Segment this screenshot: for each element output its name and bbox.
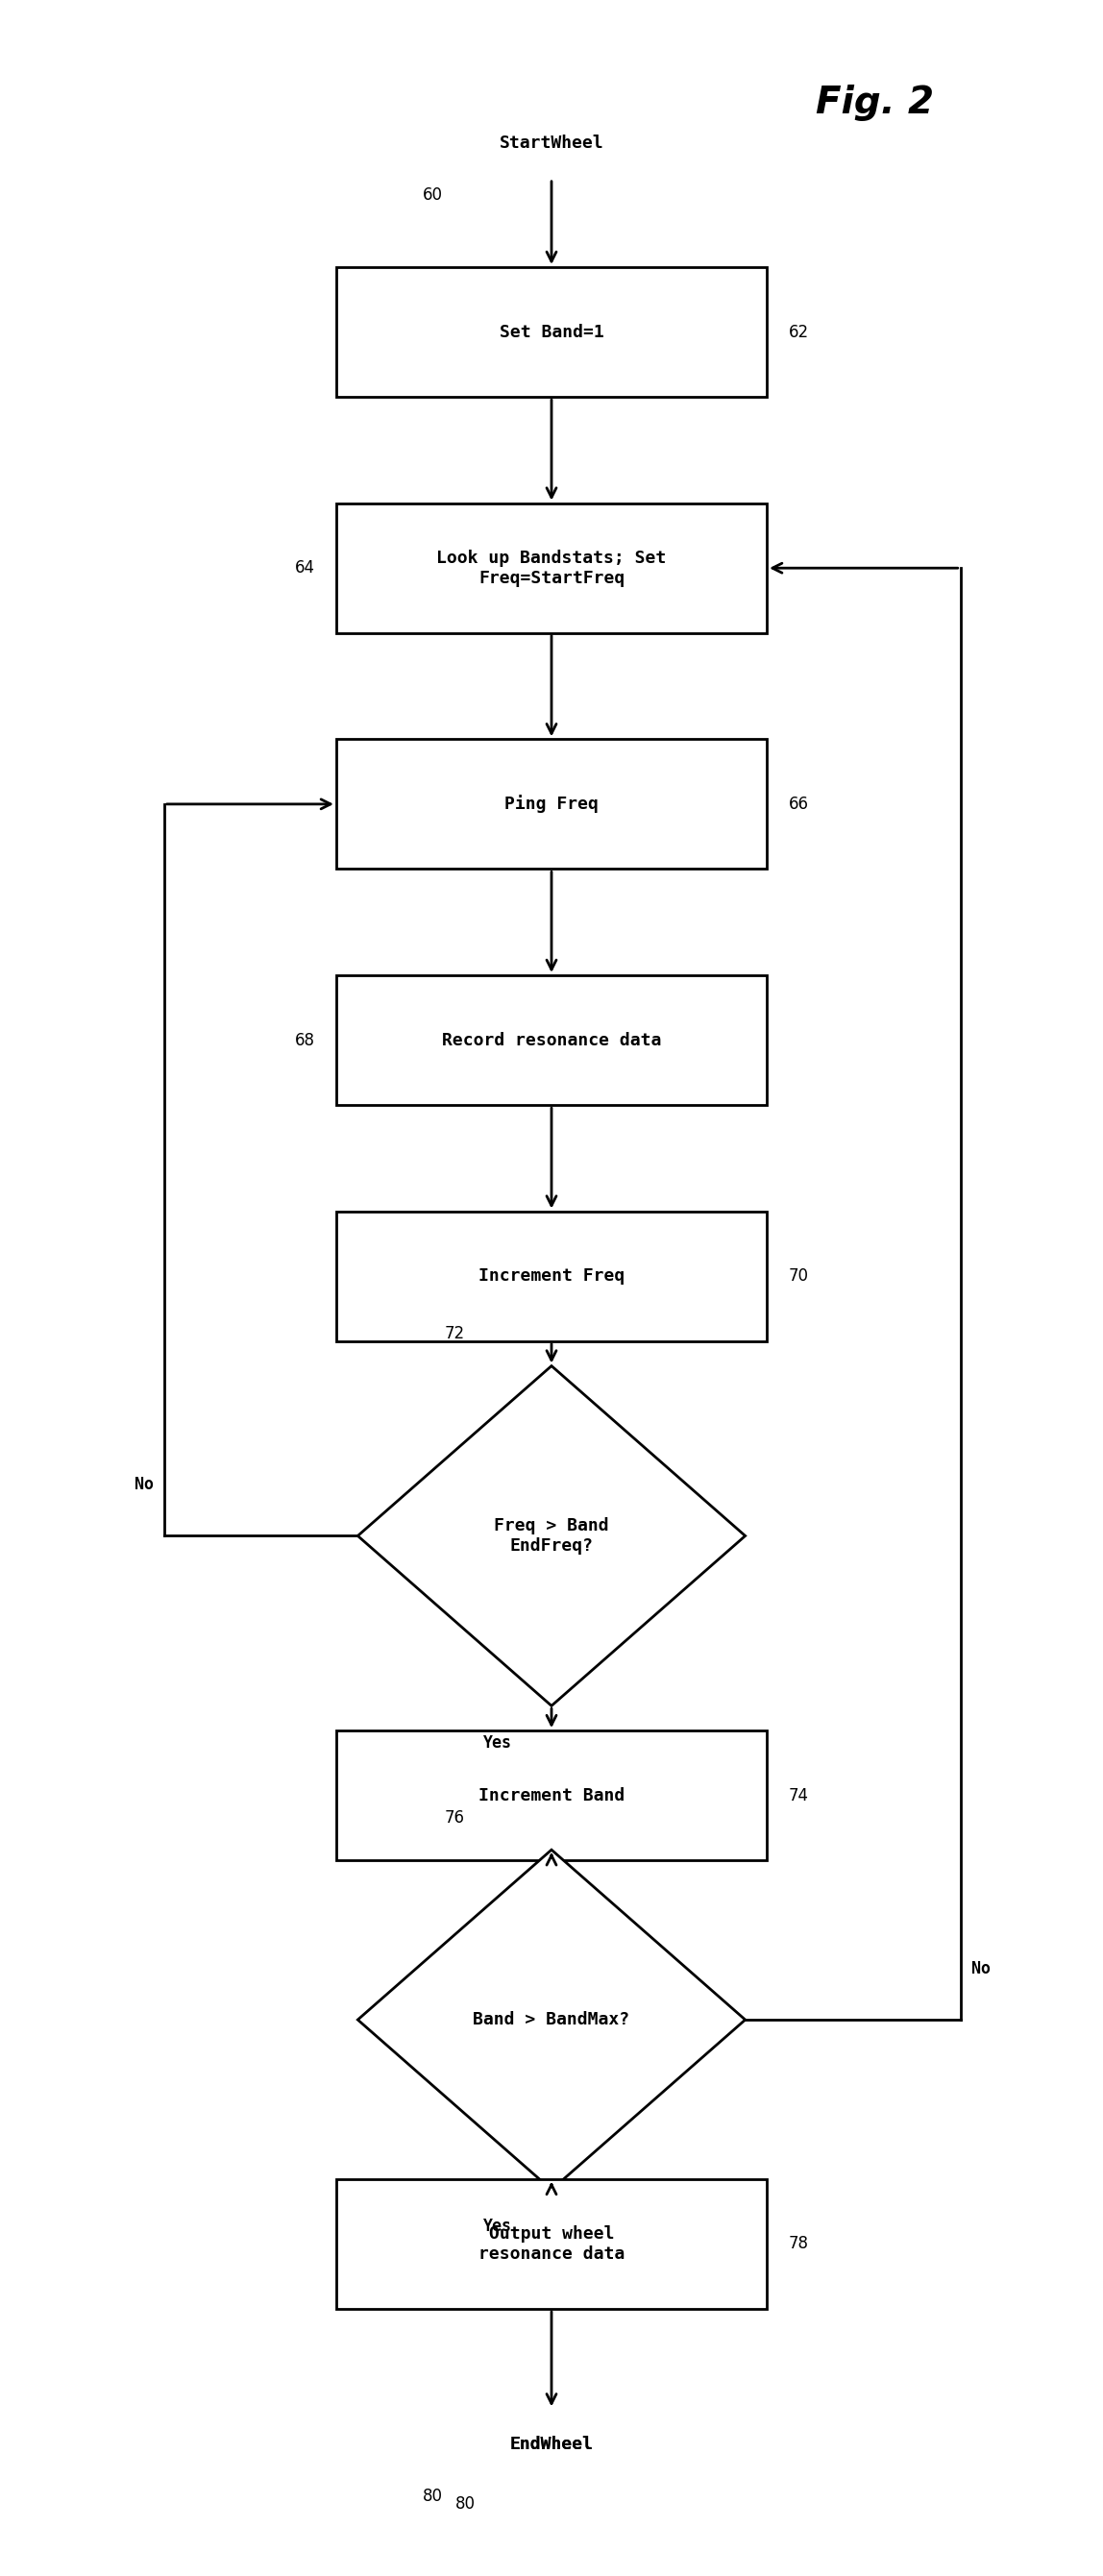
Bar bbox=[336, 976, 767, 1105]
Text: 68: 68 bbox=[295, 1030, 314, 1048]
Text: Freq > Band
EndFreq?: Freq > Band EndFreq? bbox=[494, 1517, 609, 1553]
Text: 66: 66 bbox=[789, 796, 808, 814]
Text: Fig. 2: Fig. 2 bbox=[815, 85, 933, 121]
Text: 80: 80 bbox=[424, 2488, 443, 2506]
Bar bbox=[336, 1731, 767, 1860]
Polygon shape bbox=[357, 1850, 746, 2190]
Text: StartWheel: StartWheel bbox=[500, 134, 603, 152]
Bar bbox=[336, 268, 767, 397]
Text: No: No bbox=[972, 1960, 990, 1978]
Text: 70: 70 bbox=[789, 1267, 808, 1285]
Text: 80: 80 bbox=[456, 2496, 475, 2512]
Bar bbox=[336, 739, 767, 868]
Bar bbox=[336, 2179, 767, 2308]
Text: Increment Band: Increment Band bbox=[479, 1788, 624, 1803]
Text: EndWheel: EndWheel bbox=[510, 2437, 593, 2452]
Bar bbox=[336, 502, 767, 634]
Text: Ping Freq: Ping Freq bbox=[504, 796, 599, 814]
Text: 78: 78 bbox=[789, 2236, 808, 2251]
Text: 64: 64 bbox=[295, 559, 314, 577]
Bar bbox=[336, 1211, 767, 1342]
Text: 60: 60 bbox=[424, 185, 443, 204]
Text: Record resonance data: Record resonance data bbox=[442, 1030, 661, 1048]
Text: 76: 76 bbox=[445, 1808, 464, 1826]
Polygon shape bbox=[357, 1365, 746, 1705]
Text: Band > BandMax?: Band > BandMax? bbox=[473, 2012, 630, 2027]
Text: Yes: Yes bbox=[483, 1734, 512, 1752]
Text: Increment Freq: Increment Freq bbox=[479, 1267, 624, 1285]
Text: Set Band=1: Set Band=1 bbox=[500, 325, 603, 340]
Text: No: No bbox=[135, 1476, 153, 1494]
Text: 62: 62 bbox=[789, 325, 808, 340]
Text: Yes: Yes bbox=[483, 2218, 512, 2236]
Text: EndWheel: EndWheel bbox=[510, 2437, 593, 2452]
Text: Look up Bandstats; Set
Freq=StartFreq: Look up Bandstats; Set Freq=StartFreq bbox=[437, 549, 666, 587]
Text: 74: 74 bbox=[789, 1788, 808, 1803]
Text: 72: 72 bbox=[445, 1324, 464, 1342]
Text: Output wheel
resonance data: Output wheel resonance data bbox=[479, 2226, 624, 2262]
